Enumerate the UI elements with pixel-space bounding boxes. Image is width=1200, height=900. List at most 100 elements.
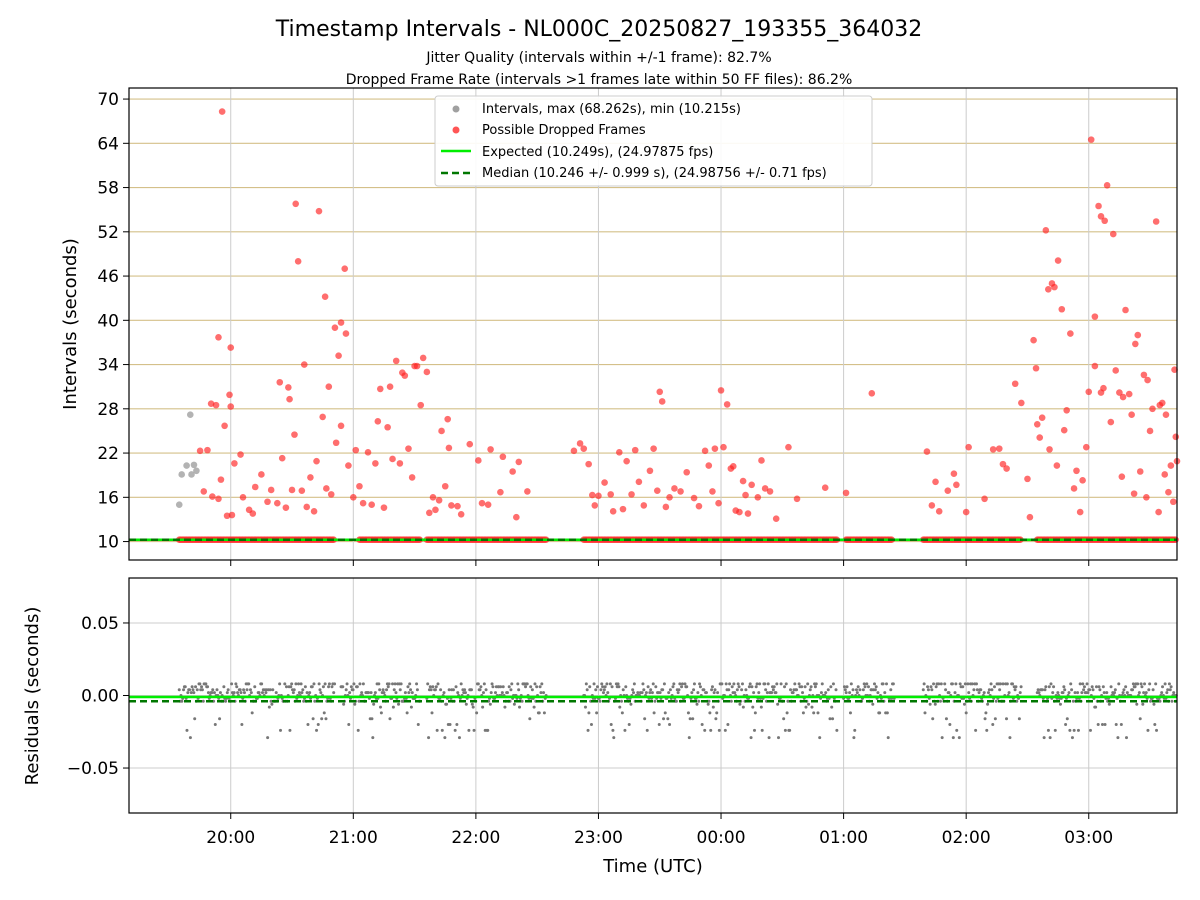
residual-point [529,685,533,689]
residual-point [939,682,943,686]
dropped-frame-point [640,502,648,509]
residual-point [947,691,951,695]
residual-point [648,691,652,695]
residual-point [979,688,983,692]
residual-point [1081,682,1085,686]
residual-point [720,682,724,686]
residual-point [542,691,546,695]
dropped-frame-point [286,395,293,403]
dropped-frame-point [589,491,596,499]
residual-point [951,736,955,740]
x-tick-label: 20:00 [206,828,255,848]
residual-point [190,685,194,689]
residual-point [313,699,317,703]
residual-point [600,682,604,686]
dropped-frame-point [623,457,630,465]
residual-point [528,717,532,721]
residual-point [641,682,645,686]
residual-point [399,682,403,686]
dropped-frame-point [417,401,425,409]
dropped-frame-point [276,378,284,386]
interval-point [186,411,194,419]
dropped-frame-point [1082,443,1090,451]
residual-point [535,685,539,689]
dropped-frame-point [1011,380,1019,388]
y-tick-label: 40 [97,311,119,331]
residual-point [357,699,361,703]
dropped-frame-point [445,444,453,452]
residual-point [292,688,296,692]
residual-point [998,682,1002,686]
dropped-frame-point [444,415,451,423]
residual-point [1011,682,1015,686]
residual-point [1172,691,1176,695]
residual-point [707,699,711,703]
residuals-reference-lines [129,695,1177,703]
dropped-frame-point [1100,384,1107,392]
residual-point [690,691,694,695]
residual-point [439,688,443,692]
residual-point [448,723,452,727]
legend-label-intervals: Intervals, max (68.262s), min (10.215s) [482,102,741,117]
x-tick-label: 01:00 [819,828,868,848]
residual-point [663,711,667,715]
residual-point [671,685,675,689]
residual-point [1070,736,1074,740]
dropped-frame-point [662,503,670,511]
residual-point [632,691,636,695]
residual-point [1062,685,1066,689]
residual-point [212,691,216,695]
residual-point [844,691,848,695]
residual-point [476,682,480,686]
residual-point [1117,682,1121,686]
residual-point [183,685,187,689]
residual-point [520,699,524,703]
dropped-frame-point [499,453,507,461]
dropped-frame-point [999,460,1007,468]
dropped-frame-point [1054,257,1062,264]
residual-point [388,717,392,721]
residual-point [266,736,270,740]
residual-point [808,688,812,692]
dropped-frame-point [332,439,340,447]
residual-point [1166,688,1170,692]
residual-point [800,685,804,689]
residual-point [488,702,492,706]
dropped-frame-point [307,474,314,481]
residual-point [692,682,696,686]
residual-point [1061,691,1065,695]
residual-point [385,688,389,692]
residual-point [1096,723,1100,727]
dropped-frame-point [212,401,220,409]
residual-point [806,682,810,686]
residual-point [740,688,744,692]
dropped-frame-point [1085,388,1093,396]
residual-point [211,688,215,692]
intervals-grid [129,88,1177,560]
dropped-frame-point [1036,434,1044,441]
residual-point [507,685,511,689]
residual-point [434,685,438,689]
residual-point [616,682,620,686]
residual-point [583,705,587,709]
dropped-frame-point [695,502,703,510]
dropped-frame-point [267,486,275,494]
residual-point [499,685,503,689]
residual-point [943,682,947,686]
residual-point [958,682,962,686]
residual-point [230,682,234,686]
residual-point [853,728,857,732]
residual-point [772,685,776,689]
dropped-frame-point [1018,399,1025,407]
dropped-frame-point [196,447,204,455]
residual-point [322,711,326,715]
jitter-quality-subtitle: Jitter Quality (intervals within +/-1 fr… [425,50,771,66]
residual-point [885,682,889,686]
dropped-frame-point [319,413,326,421]
residual-point [933,702,937,706]
residual-point [257,691,261,695]
residual-point [606,691,610,695]
residual-point [427,736,431,740]
residual-point [1100,723,1104,727]
